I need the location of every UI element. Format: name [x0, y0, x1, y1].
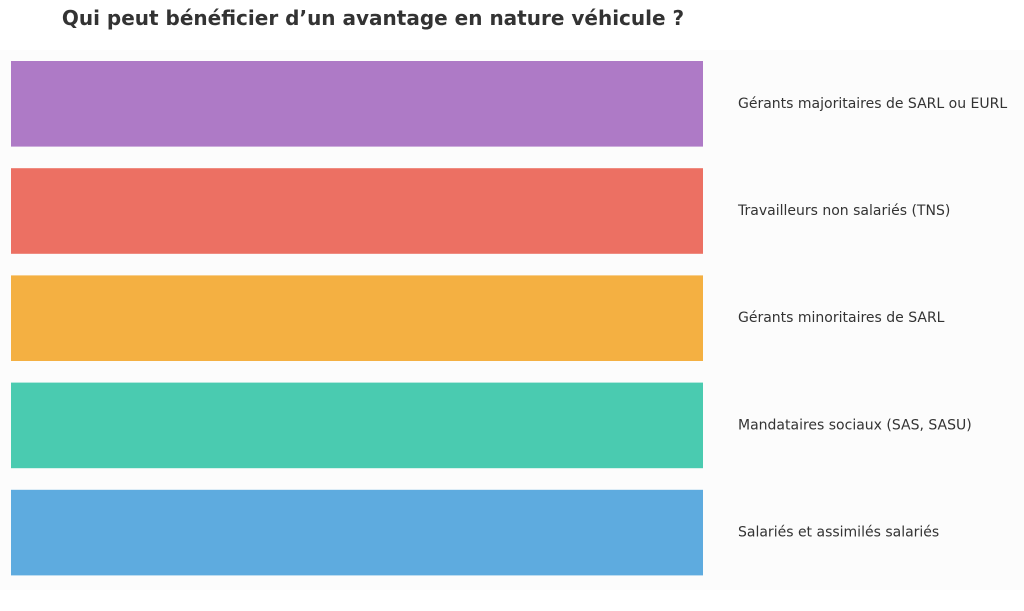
- bar-label-5: Salariés et assimilés salariés: [738, 525, 939, 541]
- bar-label-2: Travailleurs non salariés (TNS): [737, 203, 950, 219]
- chart-title: Qui peut bénéficier d’un avantage en nat…: [61, 6, 685, 30]
- bar-label-4: Mandataires sociaux (SAS, SASU): [738, 417, 972, 433]
- bar-2: [11, 168, 703, 254]
- bar-5: [11, 489, 703, 576]
- bar-4: [11, 382, 703, 469]
- bar-3: [11, 275, 703, 361]
- bar-1: [11, 61, 703, 147]
- bar-label-1: Gérants majoritaires de SARL ou EURL: [738, 96, 1007, 112]
- bar-label-3: Gérants minoritaires de SARL: [738, 310, 945, 326]
